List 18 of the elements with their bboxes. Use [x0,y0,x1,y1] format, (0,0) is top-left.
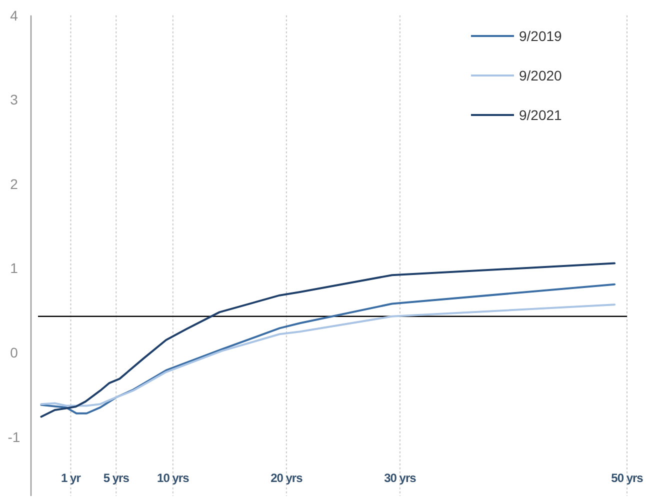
x-tick-label: 10 yrs [157,471,190,485]
y-tick-label: 3 [10,92,18,108]
line-series [40,262,616,418]
y-tick-label: 1 [10,260,18,276]
y-tick-label: 2 [10,176,18,192]
y-tick-label: -1 [8,428,20,445]
x-tick-label: 30 yrs [384,471,417,485]
y-tick-label: 0 [10,344,18,361]
line-series [40,283,616,414]
x-tick-label: 5 yrs [103,471,130,485]
legend-label: 9/2019 [519,28,562,44]
y-tick-label: 4 [10,7,18,24]
x-tick-label: 1 yr [61,471,82,485]
x-tick-label: 50 yrs [611,471,644,485]
line-series [40,304,616,407]
legend-label: 9/2021 [519,106,562,123]
legend-label: 9/2020 [519,67,562,84]
x-tick-label: 20 yrs [270,471,304,485]
